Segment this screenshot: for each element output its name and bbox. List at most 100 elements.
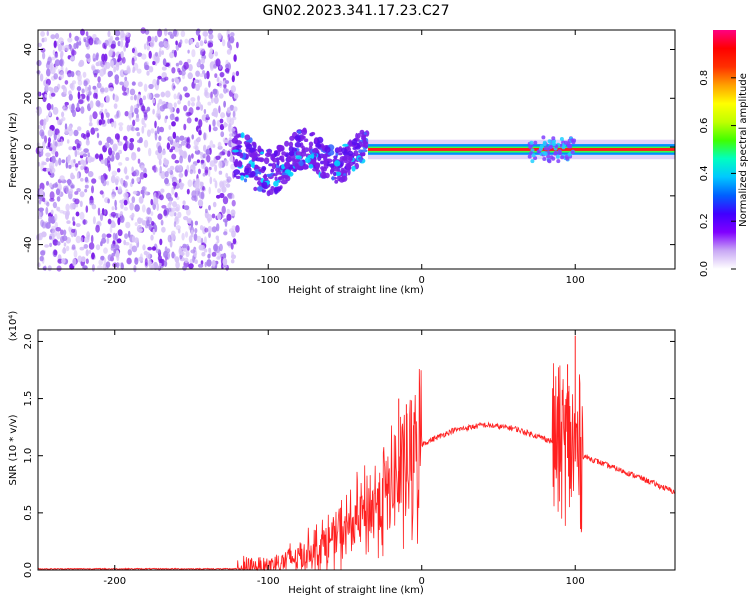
noise-blob xyxy=(134,204,140,212)
noise-blob xyxy=(106,237,110,244)
noise-blob xyxy=(41,161,47,166)
noise-blob xyxy=(97,265,103,270)
noise-blob xyxy=(42,167,48,172)
noise-blob xyxy=(50,92,56,97)
noise-blob xyxy=(54,151,59,158)
noise-blob xyxy=(172,181,178,187)
noise-blob xyxy=(207,253,211,259)
noise-blob xyxy=(204,166,209,174)
onset-blob xyxy=(303,138,309,142)
noise-blob xyxy=(219,72,225,78)
noise-blob xyxy=(76,188,81,193)
onset-blob xyxy=(310,153,315,159)
noise-blob xyxy=(141,125,145,134)
noise-blob xyxy=(76,41,79,49)
noise-blob xyxy=(118,122,124,127)
noise-blob xyxy=(105,112,110,118)
noise-blob xyxy=(123,199,128,206)
noise-blob xyxy=(52,106,59,115)
noise-blob xyxy=(142,244,146,251)
onset-blob xyxy=(345,162,351,168)
noise-blob xyxy=(169,136,174,141)
noise-blob xyxy=(223,252,227,260)
noise-blob xyxy=(36,142,41,147)
noise-blob xyxy=(46,201,50,207)
noise-blob xyxy=(191,102,195,107)
noise-blob xyxy=(137,217,142,225)
noise-blob xyxy=(206,154,211,163)
noise-blob xyxy=(163,260,168,268)
onset-blob xyxy=(338,152,343,156)
band-burst-blob xyxy=(559,137,564,141)
noise-blob xyxy=(226,176,232,183)
noise-blob xyxy=(119,81,124,86)
noise-blob xyxy=(131,81,136,86)
noise-blob xyxy=(143,123,147,128)
noise-blob xyxy=(174,192,178,198)
noise-blob xyxy=(205,148,210,155)
noise-blob xyxy=(169,51,175,59)
noise-blob xyxy=(155,51,158,57)
noise-blob xyxy=(71,184,75,189)
noise-blob xyxy=(213,96,219,104)
noise-blob xyxy=(187,154,192,163)
noise-blob xyxy=(74,198,80,205)
onset-blob xyxy=(322,155,328,159)
noise-blob xyxy=(76,86,82,92)
noise-blob xyxy=(104,39,109,47)
band-burst-blob xyxy=(566,141,571,146)
noise-blob xyxy=(191,153,194,159)
noise-blob xyxy=(178,172,184,178)
noise-blob xyxy=(211,226,217,233)
noise-blob xyxy=(190,249,196,254)
noise-blob xyxy=(105,95,110,103)
noise-blob xyxy=(227,40,231,49)
noise-blob xyxy=(192,163,196,170)
noise-blob xyxy=(200,260,204,265)
onset-blob xyxy=(297,136,301,141)
onset-blob xyxy=(240,132,245,139)
noise-blob xyxy=(59,59,64,65)
noise-blob xyxy=(95,100,101,107)
noise-blob xyxy=(54,213,58,222)
noise-blob xyxy=(141,220,147,226)
noise-blob xyxy=(106,180,110,186)
noise-blob xyxy=(113,66,117,73)
noise-blob xyxy=(233,93,239,99)
noise-blob xyxy=(204,36,207,43)
noise-blob xyxy=(41,231,47,238)
noise-blob xyxy=(54,53,59,59)
noise-blob xyxy=(229,104,235,111)
noise-blob xyxy=(226,213,232,221)
onset-blob xyxy=(243,178,248,183)
onset-blob xyxy=(331,176,335,181)
noise-blob xyxy=(62,104,66,110)
noise-blob xyxy=(194,259,198,265)
y-tick-label: 40 xyxy=(23,43,34,56)
noise-blob xyxy=(206,214,213,222)
onset-blob xyxy=(235,140,242,146)
onset-blob xyxy=(320,160,324,165)
noise-blob xyxy=(117,141,123,146)
noise-blob xyxy=(193,169,196,174)
noise-blob xyxy=(47,265,52,272)
noise-blob xyxy=(83,80,88,87)
noise-blob xyxy=(53,40,57,48)
x-tick-label: -200 xyxy=(103,275,126,286)
onset-blob xyxy=(263,157,270,165)
onset-blob xyxy=(274,150,278,156)
noise-blob xyxy=(206,259,212,267)
noise-blob xyxy=(200,159,205,164)
onset-blob xyxy=(273,180,279,187)
noise-blob xyxy=(212,144,216,148)
noise-blob xyxy=(45,152,51,158)
noise-blob xyxy=(173,77,178,81)
noise-blob xyxy=(121,33,126,38)
noise-blob xyxy=(203,109,207,114)
noise-blob xyxy=(186,209,191,216)
noise-blob xyxy=(181,232,185,241)
noise-blob xyxy=(151,36,155,42)
noise-blob xyxy=(217,32,222,40)
noise-blob xyxy=(231,251,235,257)
